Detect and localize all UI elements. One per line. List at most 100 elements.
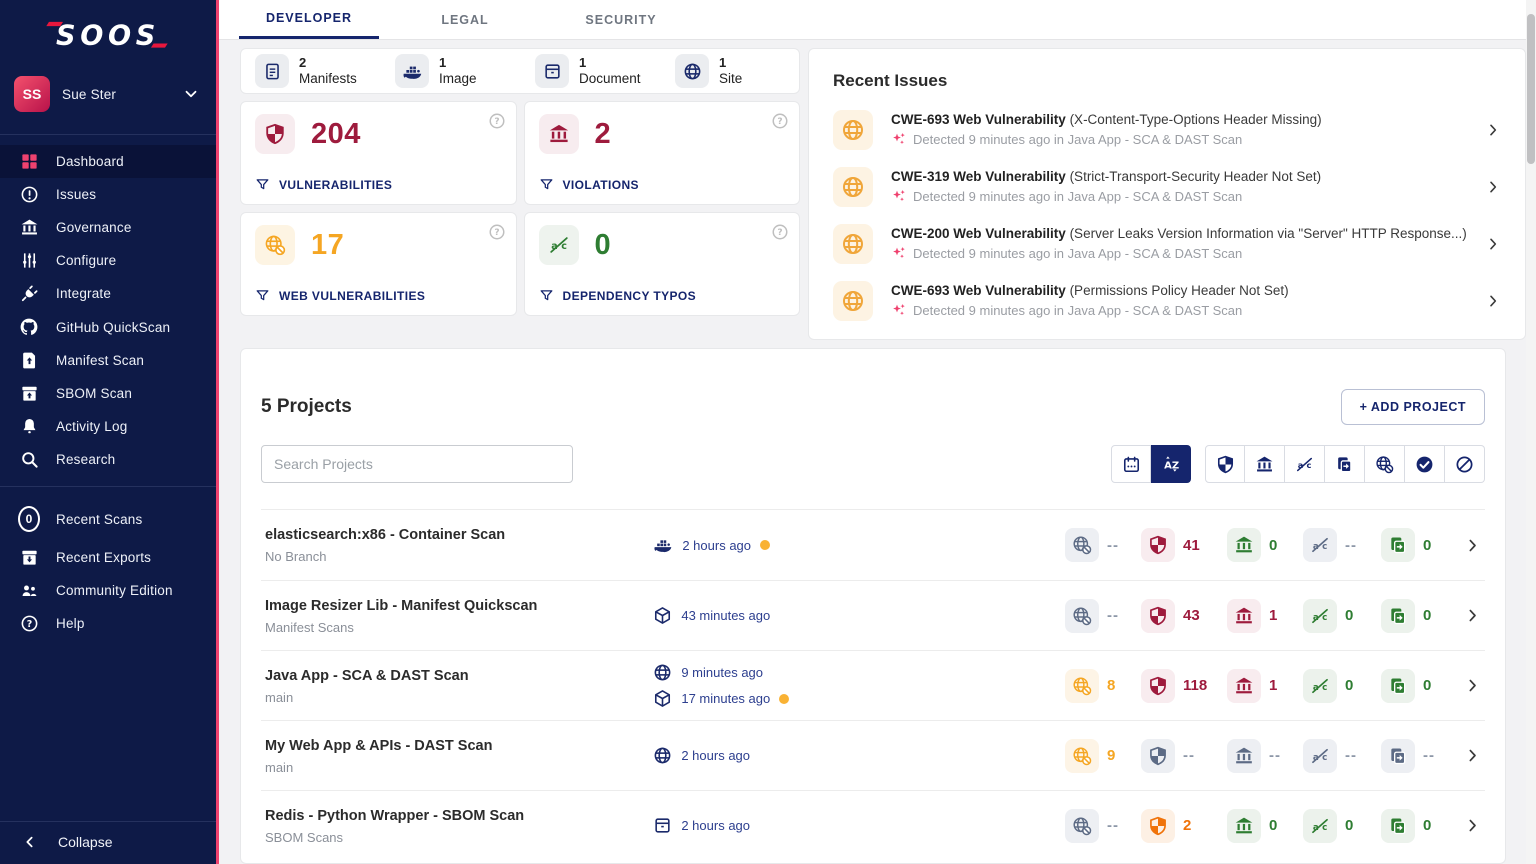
- copy-export-icon: [1335, 455, 1354, 474]
- copy-export-icon: [1381, 668, 1415, 703]
- help-icon[interactable]: [771, 112, 789, 130]
- sidebar-item-help[interactable]: Help: [0, 607, 216, 640]
- sidebar-item-github-quickscan[interactable]: GitHub QuickScan: [0, 310, 216, 344]
- dependency-typos-count: 0: [594, 228, 612, 261]
- sidebar-item-label: SBOM Scan: [56, 386, 133, 401]
- asset-label: Site: [719, 70, 743, 86]
- add-project-button[interactable]: + ADD PROJECT: [1340, 389, 1485, 425]
- project-row-my-web-app[interactable]: My Web App & APIs - DAST Scan main 2 hour…: [261, 720, 1485, 790]
- sidebar-item-label: Issues: [56, 187, 97, 202]
- plug-icon: [18, 284, 40, 303]
- filter-typos-button[interactable]: [1285, 445, 1325, 483]
- asset-site: 1 Site: [675, 54, 785, 88]
- chevron-right-icon: [1451, 817, 1481, 834]
- document-icon: [653, 816, 672, 835]
- bank-icon: [1227, 668, 1261, 703]
- sidebar-item-dashboard[interactable]: Dashboard: [0, 145, 216, 178]
- sidebar-item-label: Governance: [56, 220, 132, 235]
- violations-filter[interactable]: VIOLATIONS: [539, 177, 788, 192]
- sidebar-item-recent-scans[interactable]: 0 Recent Scans: [0, 497, 216, 541]
- sidebar-item-recent-exports[interactable]: Recent Exports: [0, 541, 216, 574]
- projects-panel: 5 Projects + ADD PROJECT: [240, 348, 1506, 864]
- asset-label: Manifests: [299, 70, 357, 86]
- violations-count: 2: [594, 117, 612, 150]
- filter-web-vulnerabilities-button[interactable]: [1365, 445, 1405, 483]
- sort-by-date-button[interactable]: [1111, 445, 1151, 483]
- project-name: Redis - Python Wrapper - SBOM Scan: [265, 807, 525, 824]
- issue-row[interactable]: CWE-693 Web Vulnerability (Permissions P…: [833, 272, 1501, 329]
- stat-violations: 0: [1227, 808, 1303, 843]
- sidebar-item-integrate[interactable]: Integrate: [0, 277, 216, 310]
- project-row-redis[interactable]: Redis - Python Wrapper - SBOM Scan SBOM S…: [261, 790, 1485, 860]
- sidebar-item-issues[interactable]: Issues: [0, 178, 216, 211]
- filter-none-button[interactable]: [1445, 445, 1485, 483]
- sidebar-item-label: Dashboard: [56, 154, 124, 169]
- project-name: elasticsearch:x86 - Container Scan: [265, 527, 506, 543]
- tab-developer[interactable]: DEVELOPER: [239, 0, 379, 39]
- globe-slash-icon: [1065, 668, 1099, 703]
- project-row-elasticsearch[interactable]: elasticsearch:x86 - Container Scan No Bra…: [261, 510, 1485, 580]
- chevron-down-icon: [182, 85, 200, 103]
- asset-count: 2: [299, 54, 307, 70]
- bank-icon: [1227, 528, 1261, 562]
- sidebar-item-configure[interactable]: Configure: [0, 244, 216, 277]
- collapse-button[interactable]: Collapse: [0, 821, 216, 864]
- pending-dot: [779, 693, 790, 704]
- secondary-nav: 0 Recent Scans Recent Exports Community …: [0, 493, 216, 644]
- project-row-java-app[interactable]: Java App - SCA & DAST Scan main 9 minutes…: [261, 650, 1485, 720]
- stat-violations: 1: [1227, 598, 1303, 633]
- dependency-typos-filter[interactable]: DEPENDENCY TYPOS: [539, 288, 788, 303]
- sidebar-item-governance[interactable]: Governance: [0, 211, 216, 244]
- tab-legal[interactable]: LEGAL: [441, 12, 489, 27]
- tab-security[interactable]: SECURITY: [585, 12, 657, 27]
- scrollbar-thumb[interactable]: [1527, 14, 1535, 164]
- sidebar-item-research[interactable]: Research: [0, 443, 216, 476]
- search-projects-input[interactable]: [261, 445, 573, 483]
- bank-icon: [1255, 455, 1274, 474]
- soos-logo: SOOS: [0, 0, 216, 62]
- page-scrollbar[interactable]: [1526, 0, 1536, 864]
- filter-exports-button[interactable]: [1325, 445, 1365, 483]
- globe-slash-icon: [1065, 738, 1099, 773]
- sidebar-item-label: Help: [56, 616, 85, 631]
- user-menu[interactable]: SS Sue Ster: [0, 62, 216, 128]
- help-icon[interactable]: [488, 112, 506, 130]
- scan-time: 17 minutes ago: [681, 691, 771, 706]
- file-upload-icon: [18, 351, 40, 370]
- typo-icon: [1295, 455, 1314, 474]
- asset-count: 1: [719, 54, 727, 70]
- sidebar-item-manifest-scan[interactable]: Manifest Scan: [0, 344, 216, 377]
- issue-row[interactable]: CWE-693 Web Vulnerability (X-Content-Typ…: [833, 101, 1501, 158]
- sort-alphabetical-button[interactable]: [1151, 445, 1191, 483]
- sidebar-item-label: Activity Log: [56, 419, 128, 434]
- globe-icon: [653, 746, 672, 765]
- typo-icon: [1303, 528, 1337, 562]
- vulnerabilities-filter[interactable]: VULNERABILITIES: [255, 177, 504, 192]
- sidebar-item-activity-log[interactable]: Activity Log: [0, 410, 216, 443]
- filter-resolved-button[interactable]: [1405, 445, 1445, 483]
- card-label: VULNERABILITIES: [279, 177, 393, 192]
- sidebar-item-sbom-scan[interactable]: SBOM Scan: [0, 377, 216, 410]
- shield-icon: [1141, 808, 1175, 843]
- funnel-icon: [255, 177, 270, 192]
- help-icon[interactable]: [771, 223, 789, 241]
- project-branch: main: [265, 759, 294, 775]
- sidebar-item-label: Community Edition: [56, 583, 173, 598]
- shield-icon: [1141, 668, 1175, 703]
- issue-subtitle: (Server Leaks Version Information via "S…: [1069, 226, 1467, 241]
- issue-row[interactable]: CWE-200 Web Vulnerability (Server Leaks …: [833, 215, 1501, 272]
- filter-vulnerabilities-button[interactable]: [1205, 445, 1245, 483]
- project-row-image-resizer[interactable]: Image Resizer Lib - Manifest Quickscan Ma…: [261, 580, 1485, 650]
- bank-icon: [1227, 598, 1261, 633]
- stat-web-vulnerabilities: 8: [1065, 668, 1141, 703]
- stat-typos: 0: [1303, 668, 1381, 703]
- stat-web-vulnerabilities: 9: [1065, 738, 1141, 773]
- issue-row[interactable]: CWE-319 Web Vulnerability (Strict-Transp…: [833, 158, 1501, 215]
- user-name: Sue Ster: [62, 86, 117, 102]
- sidebar-item-label: Research: [56, 452, 116, 467]
- sidebar-item-community-edition[interactable]: Community Edition: [0, 574, 216, 607]
- filter-violations-button[interactable]: [1245, 445, 1285, 483]
- chevron-right-icon: [1451, 607, 1481, 624]
- help-icon[interactable]: [488, 223, 506, 241]
- web-vulnerabilities-filter[interactable]: WEB VULNERABILITIES: [255, 288, 504, 303]
